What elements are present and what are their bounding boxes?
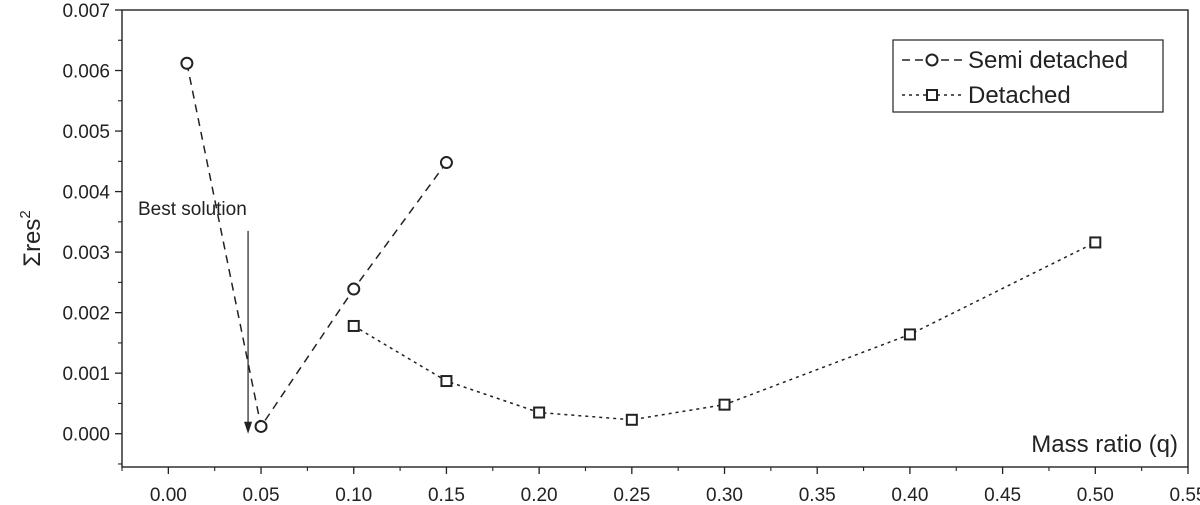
- legend-marker-square: [926, 89, 938, 101]
- data-point-square: [347, 319, 360, 332]
- x-tick-label: 0.25: [613, 485, 650, 505]
- data-point-circle: [180, 56, 194, 70]
- y-axis-title-base: Σres: [19, 219, 46, 267]
- y-tick-label: 0.003: [62, 243, 110, 264]
- plot-frame: [121, 9, 1189, 468]
- legend-label: Detached: [968, 82, 1071, 109]
- x-tick-label: 0.15: [428, 485, 465, 505]
- series-line: [353, 241, 1096, 421]
- x-tick-label: 0.00: [150, 485, 187, 505]
- y-tick-label: 0.002: [62, 304, 110, 325]
- series-semi-detached: [180, 56, 453, 433]
- x-tick-label: 0.45: [984, 485, 1021, 505]
- ticks-group: 0.00 0.05 0.10 0.15 0.20 0.25 0.30 0.35 0.40 0.45…: [62, 1, 1200, 505]
- x-tick-label: 0.50: [1077, 485, 1114, 505]
- x-tick-label: 0.05: [243, 485, 280, 505]
- data-point-circle: [254, 419, 268, 433]
- x-tick-label: 0.55: [1170, 485, 1200, 505]
- annotation-label: Best solution: [138, 199, 247, 220]
- legend-label: Semi detached: [968, 47, 1128, 74]
- y-axis-title-sup: 2: [17, 210, 34, 218]
- y-tick-label: 0.007: [62, 1, 110, 22]
- y-tick-label: 0.006: [62, 62, 110, 83]
- data-point-square: [533, 406, 546, 419]
- legend-marker-circle: [925, 53, 939, 67]
- series-layer: [180, 56, 1102, 433]
- y-tick-label: 0.004: [62, 183, 110, 204]
- x-axis-title: Mass ratio (q): [1031, 431, 1178, 458]
- legend: Semi detached Detached: [892, 39, 1164, 113]
- y-tick-label: 0.005: [62, 122, 110, 143]
- data-point-square: [718, 398, 731, 411]
- x-tick-label: 0.10: [335, 485, 372, 505]
- data-point-square: [625, 413, 638, 426]
- annotation-layer: Best solution: [138, 199, 253, 434]
- axes-group: [121, 9, 1189, 468]
- data-point-square: [903, 328, 916, 341]
- x-tick-label: 0.30: [706, 485, 743, 505]
- series-line: [186, 63, 448, 429]
- series-detached: [347, 236, 1102, 426]
- annotation-arrow-head: [244, 421, 253, 434]
- x-tick-label: 0.20: [521, 485, 558, 505]
- data-point-circle: [347, 282, 361, 296]
- data-point-square: [440, 375, 453, 388]
- x-tick-label: 0.35: [799, 485, 836, 505]
- y-tick-label: 0.001: [62, 364, 110, 385]
- y-tick-label: 0.000: [62, 425, 110, 446]
- x-tick-label: 0.40: [891, 485, 928, 505]
- data-point-square: [1089, 236, 1102, 249]
- data-point-circle: [439, 156, 453, 170]
- y-axis-title: Σres2: [17, 210, 46, 267]
